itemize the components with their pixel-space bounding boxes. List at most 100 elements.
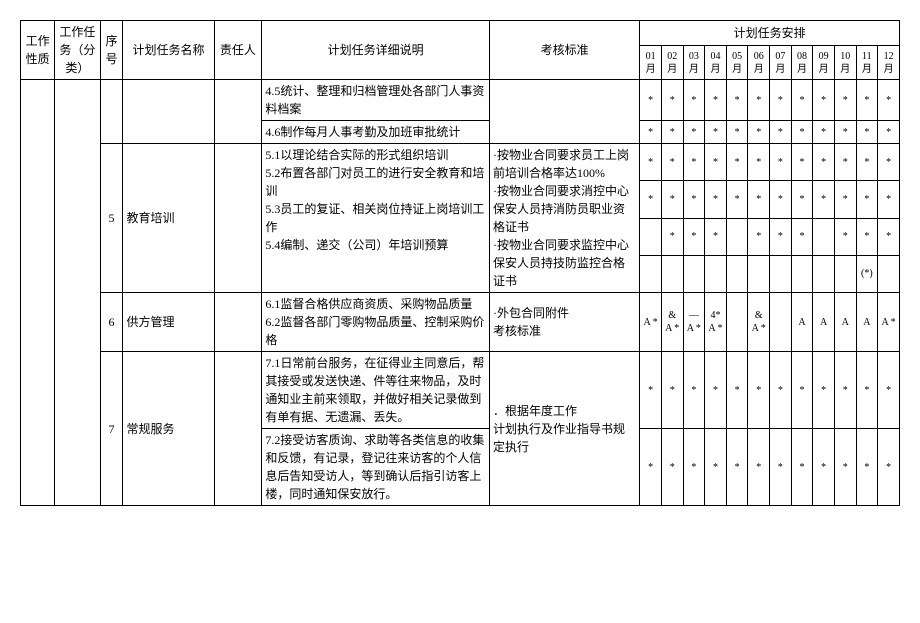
month-cell: (*) [856, 255, 878, 292]
hdr-month-4: 04月 [705, 46, 727, 80]
month-cell: * [683, 80, 705, 121]
hdr-month-1: 01月 [640, 46, 662, 80]
month-cell: A [856, 293, 878, 352]
month-cell [640, 218, 662, 255]
month-cell: * [856, 181, 878, 218]
hdr-schedule: 计划任务安排 [640, 21, 900, 46]
cell-seq: 5 [100, 144, 123, 293]
cell-nature [21, 80, 55, 506]
month-cell: * [813, 80, 835, 121]
month-cell [770, 255, 792, 292]
month-cell: * [661, 80, 683, 121]
plan-table: 工作性质 工作任务（分类） 序号 计划任务名称 责任人 计划任务详细说明 考核标… [20, 20, 900, 506]
month-cell: * [683, 144, 705, 181]
month-cell [640, 255, 662, 292]
month-cell: * [770, 80, 792, 121]
month-cell: * [705, 121, 727, 144]
month-cell [726, 293, 748, 352]
month-cell: * [748, 144, 770, 181]
hdr-month-9: 09月 [813, 46, 835, 80]
month-cell: A [813, 293, 835, 352]
month-cell: * [856, 218, 878, 255]
month-cell: A * [878, 293, 900, 352]
month-cell: * [705, 218, 727, 255]
hdr-month-8: 08月 [791, 46, 813, 80]
hdr-month-11: 11月 [856, 46, 878, 80]
month-cell: — A * [683, 293, 705, 352]
month-cell: * [748, 121, 770, 144]
month-cell: * [791, 181, 813, 218]
month-cell [813, 255, 835, 292]
cell-responsible [214, 352, 262, 506]
month-cell: * [726, 181, 748, 218]
month-cell: * [834, 144, 856, 181]
cell-detail: 7.1日常前台服务，在征得业主同意后，帮其接受或发送快递、件等往来物品，及时通知… [262, 352, 490, 429]
month-cell: * [640, 121, 662, 144]
month-cell: * [748, 352, 770, 429]
cell-seq: 7 [100, 352, 123, 506]
cell-standard: ．根据年度工作计划执行及作业指导书规定执行 [490, 352, 640, 506]
month-cell: * [878, 218, 900, 255]
cell-standard [490, 80, 640, 144]
month-cell: * [661, 121, 683, 144]
month-cell: * [661, 181, 683, 218]
month-cell: * [834, 429, 856, 506]
month-cell: * [834, 121, 856, 144]
month-cell: & A * [661, 293, 683, 352]
month-cell: * [878, 429, 900, 506]
hdr-month-5: 05月 [726, 46, 748, 80]
month-cell: * [683, 352, 705, 429]
month-cell [726, 218, 748, 255]
month-cell [748, 255, 770, 292]
month-cell: A [791, 293, 813, 352]
month-cell: * [878, 144, 900, 181]
month-cell: * [770, 352, 792, 429]
hdr-seq: 序号 [100, 21, 123, 80]
hdr-standard: 考核标准 [490, 21, 640, 80]
month-cell: * [640, 80, 662, 121]
month-cell: * [705, 144, 727, 181]
hdr-taskname: 计划任务名称 [123, 21, 214, 80]
month-cell: * [705, 80, 727, 121]
month-cell: * [661, 352, 683, 429]
month-cell: * [878, 80, 900, 121]
month-cell: * [791, 352, 813, 429]
month-cell: * [791, 429, 813, 506]
cell-seq: 6 [100, 293, 123, 352]
month-cell: * [683, 429, 705, 506]
month-cell: * [813, 429, 835, 506]
month-cell [791, 255, 813, 292]
month-cell: * [856, 80, 878, 121]
month-cell: * [683, 121, 705, 144]
month-cell: * [640, 352, 662, 429]
month-cell: * [856, 121, 878, 144]
hdr-month-12: 12月 [878, 46, 900, 80]
month-cell: * [834, 80, 856, 121]
month-cell: * [726, 121, 748, 144]
month-cell: * [856, 144, 878, 181]
hdr-month-2: 02月 [661, 46, 683, 80]
month-cell: * [661, 144, 683, 181]
month-cell: * [813, 121, 835, 144]
month-cell: * [878, 121, 900, 144]
cell-responsible [214, 144, 262, 293]
month-cell: * [813, 352, 835, 429]
month-cell [705, 255, 727, 292]
hdr-responsible: 责任人 [214, 21, 262, 80]
hdr-month-7: 07月 [770, 46, 792, 80]
month-cell: * [705, 352, 727, 429]
month-cell: * [878, 181, 900, 218]
month-cell: * [748, 181, 770, 218]
month-cell: * [683, 218, 705, 255]
cell-category [55, 80, 101, 506]
cell-standard: ·按物业合同要求员工上岗前培训合格率达100%·按物业合同要求消控中心保安人员持… [490, 144, 640, 293]
cell-detail: 4.6制作每月人事考勤及加班审批统计 [262, 121, 490, 144]
cell-responsible [214, 80, 262, 144]
hdr-month-6: 06月 [748, 46, 770, 80]
month-cell: * [791, 144, 813, 181]
month-cell: * [770, 429, 792, 506]
month-cell: * [726, 80, 748, 121]
month-cell: * [791, 218, 813, 255]
month-cell: * [640, 429, 662, 506]
month-cell: * [748, 218, 770, 255]
